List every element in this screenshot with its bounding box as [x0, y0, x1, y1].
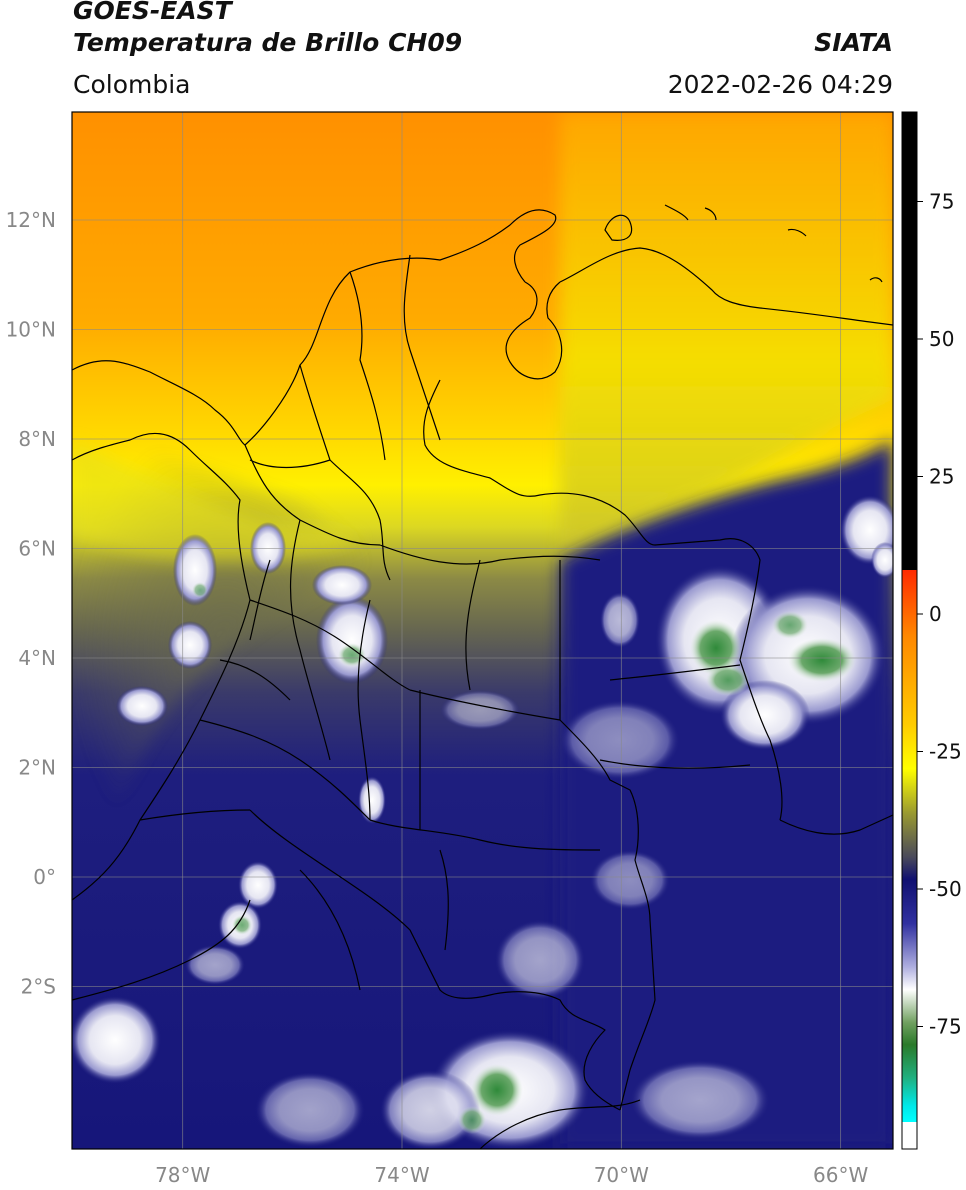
colorbar-tick-label: 0 — [929, 602, 942, 626]
map-frame — [71, 111, 894, 1150]
latitude-tick-label: 2°N — [18, 756, 56, 780]
longitude-tick-label: 70°W — [594, 1163, 649, 1187]
colorbar-white-segment — [902, 1122, 917, 1149]
longitude-tick-label: 78°W — [155, 1163, 210, 1187]
colorbar-tick-label: 75 — [929, 190, 954, 214]
colorbar-tick-label: -50 — [929, 877, 962, 901]
latitude-tick-label: 10°N — [6, 318, 56, 342]
cloud-cells — [72, 495, 893, 1149]
latitude-tick-label: 12°N — [6, 208, 56, 232]
colorbar-tick-label: 25 — [929, 465, 954, 489]
colorbar-ticks: 75 50 25 0 -25 -50 -75 — [917, 190, 962, 1039]
latitude-tick-label: 2°S — [21, 975, 56, 999]
map-gridlines — [72, 112, 893, 1149]
product-title: Temperatura de Brillo CH09 — [73, 28, 463, 57]
colorbar: 75 50 25 0 -25 -50 -75 — [901, 111, 962, 1150]
colorbar-tick-label: -75 — [929, 1015, 962, 1039]
longitude-tick-label: 74°W — [374, 1163, 429, 1187]
colorbar-tick-label: 50 — [929, 327, 954, 351]
colorbar-black-segment — [902, 112, 917, 570]
colorbar-tick-label: -25 — [929, 740, 962, 764]
latitude-tick-label: 4°N — [18, 646, 56, 670]
latitude-tick-label: 0° — [33, 865, 56, 889]
west-yellow-band — [72, 440, 360, 560]
longitude-labels: 78°W 74°W 70°W 66°W — [155, 1163, 868, 1187]
east-cold-region — [560, 440, 893, 1149]
region-label: Colombia — [73, 70, 191, 99]
latitude-labels: 12°N 10°N 8°N 6°N 4°N 2°N 0° 2°S — [6, 208, 56, 999]
satellite-title: GOES-EAST — [73, 0, 232, 25]
colorbar-frame — [901, 111, 918, 1150]
longitude-tick-label: 66°W — [813, 1163, 868, 1187]
latitude-tick-label: 6°N — [18, 537, 56, 561]
colorbar-gradient — [902, 570, 917, 1122]
cold-cloud-tops — [192, 582, 856, 1134]
datetime-label: 2022-02-26 04:29 — [667, 70, 893, 99]
east-warm-band — [560, 112, 893, 560]
latitude-tick-label: 8°N — [18, 427, 56, 451]
agency-label: SIATA — [814, 28, 893, 57]
country-borders — [72, 204, 893, 1149]
